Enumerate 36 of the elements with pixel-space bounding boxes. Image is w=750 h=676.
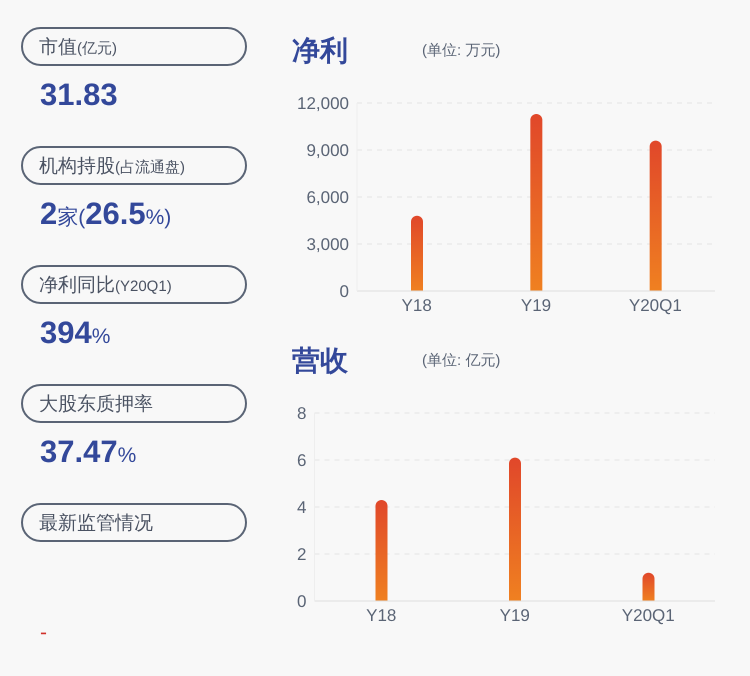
bar: [509, 458, 521, 601]
text: 37.47%: [40, 434, 136, 469]
x-tick-label: Y18: [366, 606, 396, 626]
y-tick-label: 6: [297, 451, 306, 470]
y-tick-label: 0: [340, 282, 349, 302]
x-tick-label: Y20Q1: [622, 606, 675, 626]
text: 394%: [40, 315, 110, 350]
chart-title: 净利: [292, 34, 348, 68]
chart-subtitle: (单位: 亿元): [422, 351, 500, 370]
y-tick-label: 2: [297, 545, 306, 564]
y-tick-label: 12,000: [297, 94, 349, 114]
x-tick-label: Y19: [500, 606, 530, 626]
y-tick-label: 4: [297, 498, 306, 518]
y-tick-label: 0: [297, 592, 306, 612]
text: 净利同比(Y20Q1): [39, 274, 172, 296]
text: 机构持股(占流通盘): [39, 156, 185, 176]
bar: [530, 114, 542, 291]
text: 最新监管情况: [39, 512, 153, 534]
text: 市值(亿元): [39, 36, 117, 58]
y-tick-label: 3,000: [306, 235, 349, 254]
y-tick-label: 9,000: [306, 141, 349, 160]
x-tick-label: Y20Q1: [628, 296, 682, 316]
bar: [411, 216, 423, 291]
text: -: [40, 621, 47, 644]
chart-title: 营收: [292, 344, 348, 378]
text: 2家(26.5%): [40, 196, 172, 231]
bar: [642, 572, 654, 601]
x-tick-label: Y18: [402, 296, 432, 316]
text: 大股东质押率: [39, 394, 153, 414]
x-tick-label: Y19: [520, 296, 552, 316]
chart-subtitle: (单位: 万元): [422, 41, 500, 60]
bar: [650, 140, 662, 291]
text: 31.83: [40, 77, 118, 112]
bar: [376, 500, 388, 601]
y-tick-label: 8: [297, 404, 306, 424]
y-tick-label: 6,000: [306, 188, 349, 208]
